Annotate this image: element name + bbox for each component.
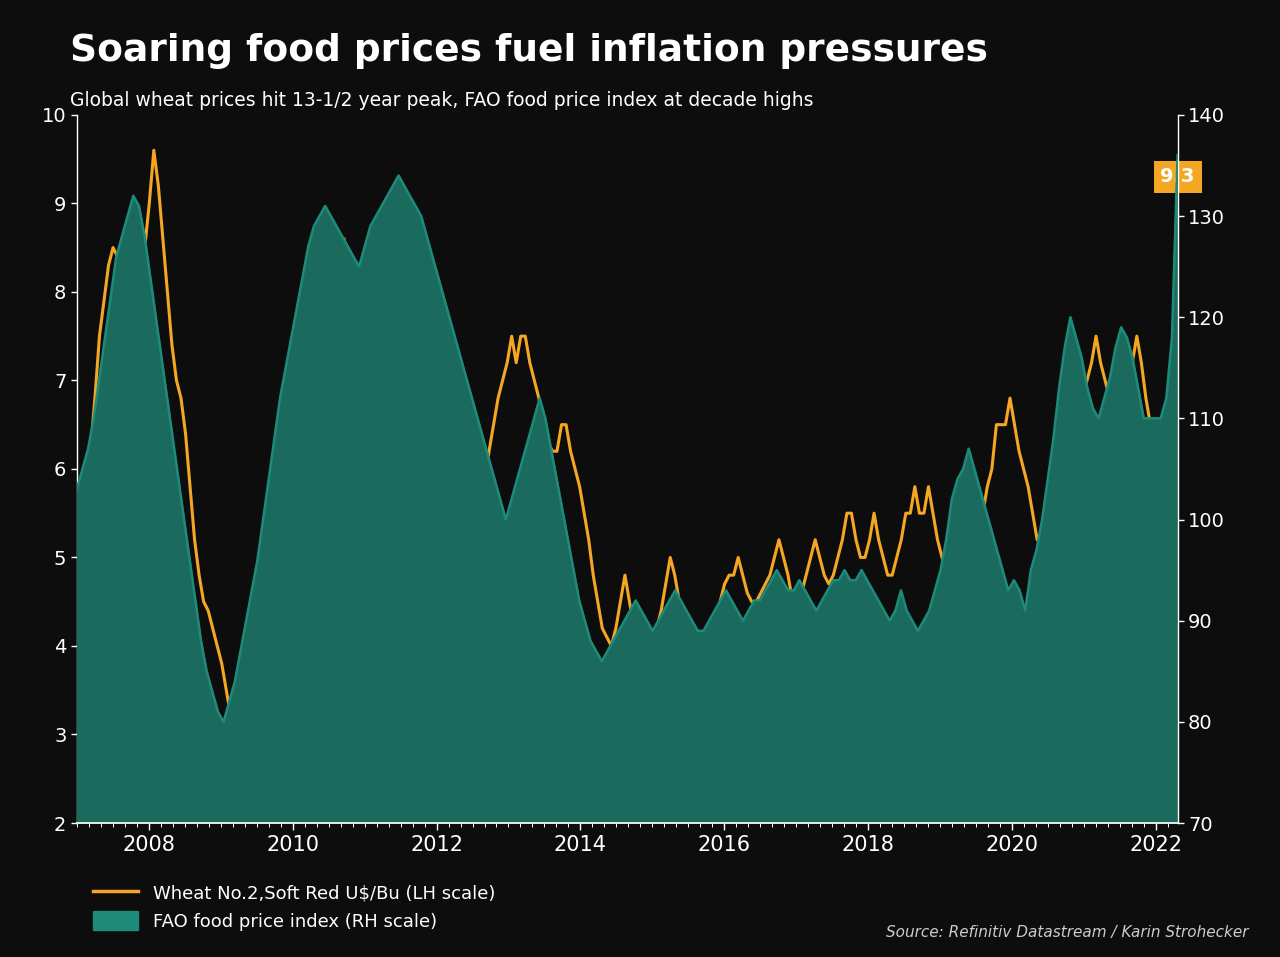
Text: Soaring food prices fuel inflation pressures: Soaring food prices fuel inflation press…	[70, 33, 988, 70]
Text: 9.3: 9.3	[1161, 167, 1194, 187]
Legend: Wheat No.2,Soft Red U$/Bu (LH scale), FAO food price index (RH scale): Wheat No.2,Soft Red U$/Bu (LH scale), FA…	[86, 876, 502, 938]
Text: Global wheat prices hit 13-1/2 year peak, FAO food price index at decade highs: Global wheat prices hit 13-1/2 year peak…	[70, 91, 814, 110]
Text: Source: Refinitiv Datastream / Karin Strohecker: Source: Refinitiv Datastream / Karin Str…	[886, 924, 1248, 940]
